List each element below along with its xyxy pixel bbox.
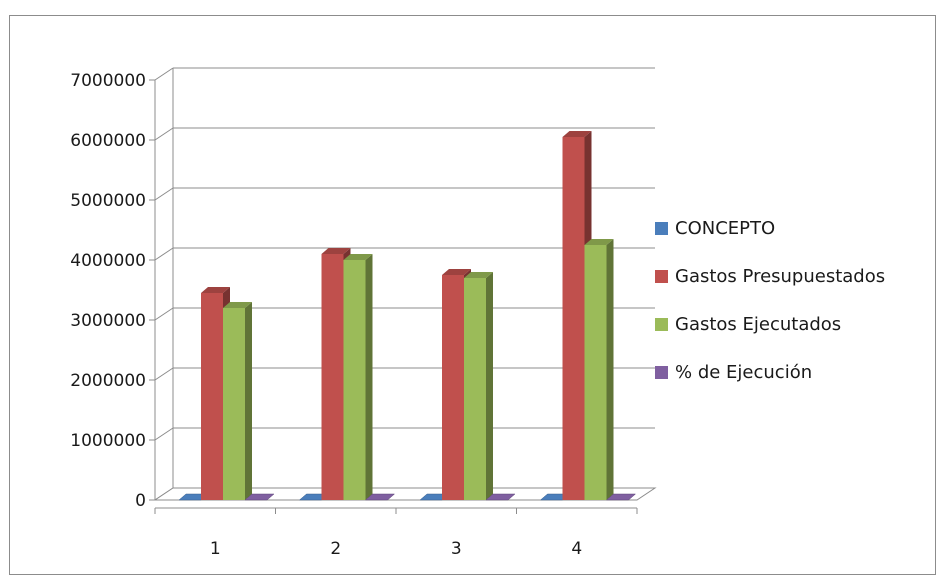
legend-swatch <box>655 270 668 283</box>
bar-top <box>244 493 275 501</box>
y-axis: 0 1000000 2000000 3000000 4000000 5000000 6000… <box>70 71 156 511</box>
gridline-connector <box>154 67 174 81</box>
bar-top <box>584 239 614 245</box>
bar <box>464 272 493 500</box>
bar-side <box>606 239 614 500</box>
legend-item: Gastos Presupuestados <box>655 266 885 287</box>
legend-label: CONCEPTO <box>675 218 775 239</box>
y-tick-label: 6000000 <box>70 131 146 151</box>
bar-top <box>485 493 516 501</box>
y-tick-label: 5000000 <box>70 191 146 211</box>
gridline-connector <box>154 427 174 441</box>
legend-item: % de Ejecución <box>655 362 812 383</box>
bar-front <box>223 308 245 500</box>
y-tick-label: 7000000 <box>70 71 146 91</box>
bar-front <box>562 137 585 500</box>
bar <box>584 239 614 500</box>
bar-front <box>442 275 464 500</box>
x-tick-label: 4 <box>571 539 582 559</box>
legend-item: CONCEPTO <box>655 218 775 239</box>
x-tick-label: 1 <box>210 539 221 559</box>
legend-label: % de Ejecución <box>675 362 812 383</box>
bar-front <box>464 278 486 500</box>
bar-top <box>201 287 230 293</box>
bar-side <box>245 302 252 500</box>
bar-top <box>562 131 592 137</box>
legend-item: Gastos Ejecutados <box>655 314 841 335</box>
gridline-connector <box>154 247 174 261</box>
y-tick-label: 3000000 <box>70 311 146 331</box>
gridline-connector <box>154 307 174 321</box>
x-axis: 1 2 3 4 <box>154 507 638 559</box>
y-tick-label: 4000000 <box>70 251 146 271</box>
bar <box>223 302 252 500</box>
bar-top <box>364 493 396 501</box>
legend: CONCEPTO Gastos Presupuestados Gastos Ejec… <box>655 218 885 383</box>
bar <box>605 493 637 501</box>
bar-side <box>486 272 493 500</box>
bar-front <box>321 254 344 500</box>
y-tick-label: 2000000 <box>70 371 146 391</box>
gridline-connector <box>154 127 174 141</box>
y-tick-label: 0 <box>135 491 146 511</box>
bar-top <box>605 493 637 501</box>
bar-top <box>343 254 373 260</box>
x-tick-label: 3 <box>451 539 462 559</box>
y-tick-label: 1000000 <box>70 431 146 451</box>
bar <box>343 254 373 500</box>
legend-swatch <box>655 222 668 235</box>
legend-swatch <box>655 366 668 379</box>
bar-top <box>464 272 493 278</box>
bar <box>364 493 396 501</box>
bar-front <box>201 293 223 500</box>
bars <box>178 131 637 501</box>
legend-label: Gastos Presupuestados <box>675 266 885 287</box>
legend-swatch <box>655 318 668 331</box>
bar <box>485 493 516 501</box>
bar-side <box>365 254 373 500</box>
gridline-connector <box>154 187 174 201</box>
bar-front <box>584 245 607 500</box>
gridline-connector <box>154 367 174 381</box>
bar <box>244 493 275 501</box>
legend-label: Gastos Ejecutados <box>675 314 841 335</box>
bar-top <box>442 269 471 275</box>
bar-top <box>321 248 351 254</box>
bar-front <box>343 260 366 500</box>
bar-top <box>223 302 252 308</box>
x-tick-label: 2 <box>330 539 341 559</box>
